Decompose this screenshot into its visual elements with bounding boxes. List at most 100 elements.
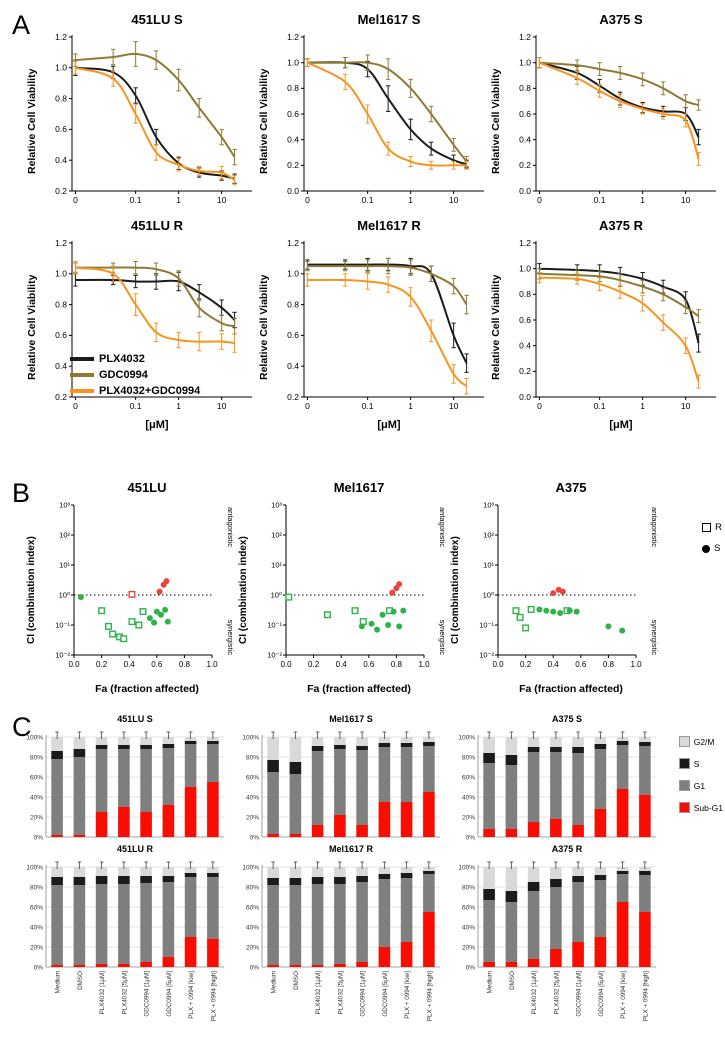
scatter-point-circle	[573, 608, 580, 615]
x-tick-label: 1	[408, 401, 413, 411]
chart-body: Relative Cell Viability 0.2 0.4 0.6 0.8 1.0 1…	[26, 235, 258, 419]
category-label: DMSO	[77, 971, 84, 990]
bar-segment	[356, 825, 368, 837]
x-tick-label: 1.0	[630, 660, 642, 669]
chart-cell-cc-mel1617-s: Mel1617 S 0% 20% 40% 60% 80% 100%	[236, 714, 452, 844]
bar-segment	[378, 947, 391, 967]
y-tick-label: 1.2	[287, 32, 299, 42]
y-tick-label: 0.0	[519, 186, 531, 196]
bar-segment	[73, 867, 86, 877]
bar-segment	[162, 957, 175, 967]
bar-segment	[162, 876, 175, 882]
bar-segment	[118, 745, 130, 749]
y-tick-label: 10⁻²	[479, 651, 494, 660]
bar-segment	[527, 737, 540, 747]
chart-title: A375 R	[551, 844, 583, 854]
x-tick-label: 1	[176, 401, 181, 411]
bar-segment	[550, 879, 562, 887]
category-label: GDC0994 [1μM]	[360, 971, 367, 1017]
x-tick-label: 0.1	[594, 401, 606, 411]
y-tick-label: 60%	[30, 774, 43, 781]
x-tick-label: 0	[537, 195, 542, 205]
legend-item-g1: G1	[678, 780, 723, 791]
bar-segment	[140, 962, 152, 967]
series-line	[75, 266, 235, 345]
bar-segment	[356, 750, 368, 825]
scatter-point-circle	[374, 626, 381, 633]
category-label: GDC0994 [1μM]	[576, 971, 583, 1017]
bar-segment	[527, 959, 540, 967]
bar-segment	[140, 812, 152, 837]
bar-segment	[550, 887, 562, 949]
y-tick-label: 80%	[246, 884, 259, 891]
bar-segment	[334, 737, 346, 745]
bar-segment	[423, 742, 435, 746]
chart-cell-cc-451lu-r: 451LU R 0% 20% 40% 60% 80% 100% Medium DMSO PLX4…	[20, 844, 236, 1044]
chart-title: 451LU S	[131, 12, 183, 27]
scatter-point-circle	[358, 623, 365, 630]
scatter-point-circle	[164, 618, 171, 625]
y-tick-label: 60%	[462, 904, 475, 911]
bar-segment	[118, 876, 130, 884]
y-tick-label: 10⁻²	[55, 651, 70, 660]
bar-segment	[505, 829, 518, 837]
bar-segment	[400, 942, 413, 967]
chart-title: 451LU R	[116, 844, 153, 854]
scatter-point-square	[323, 611, 331, 619]
bar-segment	[51, 965, 63, 967]
chart-title: Mel1617 R	[357, 218, 421, 233]
series-line	[539, 272, 700, 317]
bar-segment	[267, 772, 279, 834]
bar-segment	[95, 745, 108, 749]
y-axis-label: Relative Cell Viability	[26, 68, 38, 174]
cellcycle-plot-a375-s: 0% 20% 40% 60% 80% 100%	[458, 731, 656, 841]
bar-segment	[334, 884, 346, 964]
bar-segment	[572, 942, 584, 967]
y-axis-label: Relative Cell Viability	[490, 274, 502, 380]
bar-segment	[550, 949, 562, 967]
chart-cell-451lu-r: 451LU R Relative Cell Viability 0.2 0.4 0.…	[26, 218, 258, 440]
bar-segment	[51, 885, 63, 965]
bar-segment	[639, 737, 651, 742]
scatter-point-square	[351, 607, 359, 615]
chart-body: CI (combination index) 10³ 10² 10¹ 10⁰ 10⁻¹ 1…	[238, 497, 450, 683]
x-tick-label: 0.0	[492, 660, 504, 669]
category-label: Medium	[271, 971, 278, 993]
ci-plot-a375: 10³ 10² 10¹ 10⁰ 10⁻¹ 10⁻²0.0 0.2 0.4 0.6 0.8 1.0 an…	[479, 501, 659, 669]
x-tick-label: 0.1	[130, 195, 142, 205]
x-tick-label: 10	[217, 195, 227, 205]
bar-segment	[356, 737, 368, 746]
bar-segment	[267, 867, 279, 878]
y-axis-label: CI (combination index)	[238, 536, 249, 644]
bar-segment	[572, 747, 584, 753]
x-tick-label: 0	[73, 401, 78, 411]
bar-segment	[95, 876, 108, 884]
bar-segment	[483, 867, 495, 889]
scatter-point-square	[109, 630, 117, 638]
y-tick-label: 100%	[458, 734, 475, 741]
bar-segment	[289, 885, 302, 965]
x-tick-label: 0.8	[391, 660, 403, 669]
chart-title: A375	[555, 480, 587, 495]
y-tick-label: 40%	[246, 924, 259, 931]
category-label: PLX + 0994 [low]	[188, 971, 195, 1019]
y-tick-label: 0.2	[519, 366, 531, 376]
bar-segment	[289, 878, 302, 885]
bar-segment	[400, 747, 413, 802]
antagonistic-annotation: antagonistic	[226, 507, 235, 547]
x-tick-label: 0.6	[363, 660, 375, 669]
bar-segment	[505, 962, 518, 967]
scatter-point-circle	[550, 608, 557, 615]
legend-item-subg1: Sub-G1	[678, 802, 723, 813]
bar-segment	[184, 741, 197, 744]
x-tick-label: 0.2	[520, 660, 532, 669]
x-tick-label: 0.2	[308, 660, 320, 669]
y-tick-label: 40%	[462, 924, 475, 931]
y-axis-label: Relative Cell Viability	[258, 274, 270, 380]
scatter-point-square	[104, 622, 112, 630]
bar-segment	[162, 867, 175, 876]
scatter-point-square	[120, 635, 128, 643]
open-square-marker	[702, 523, 712, 532]
panel-c-grid: 451LU S 0% 20% 40% 60% 80% 100% Mel1617 S 0% 2…	[20, 714, 668, 1044]
bar-segment	[73, 757, 86, 835]
